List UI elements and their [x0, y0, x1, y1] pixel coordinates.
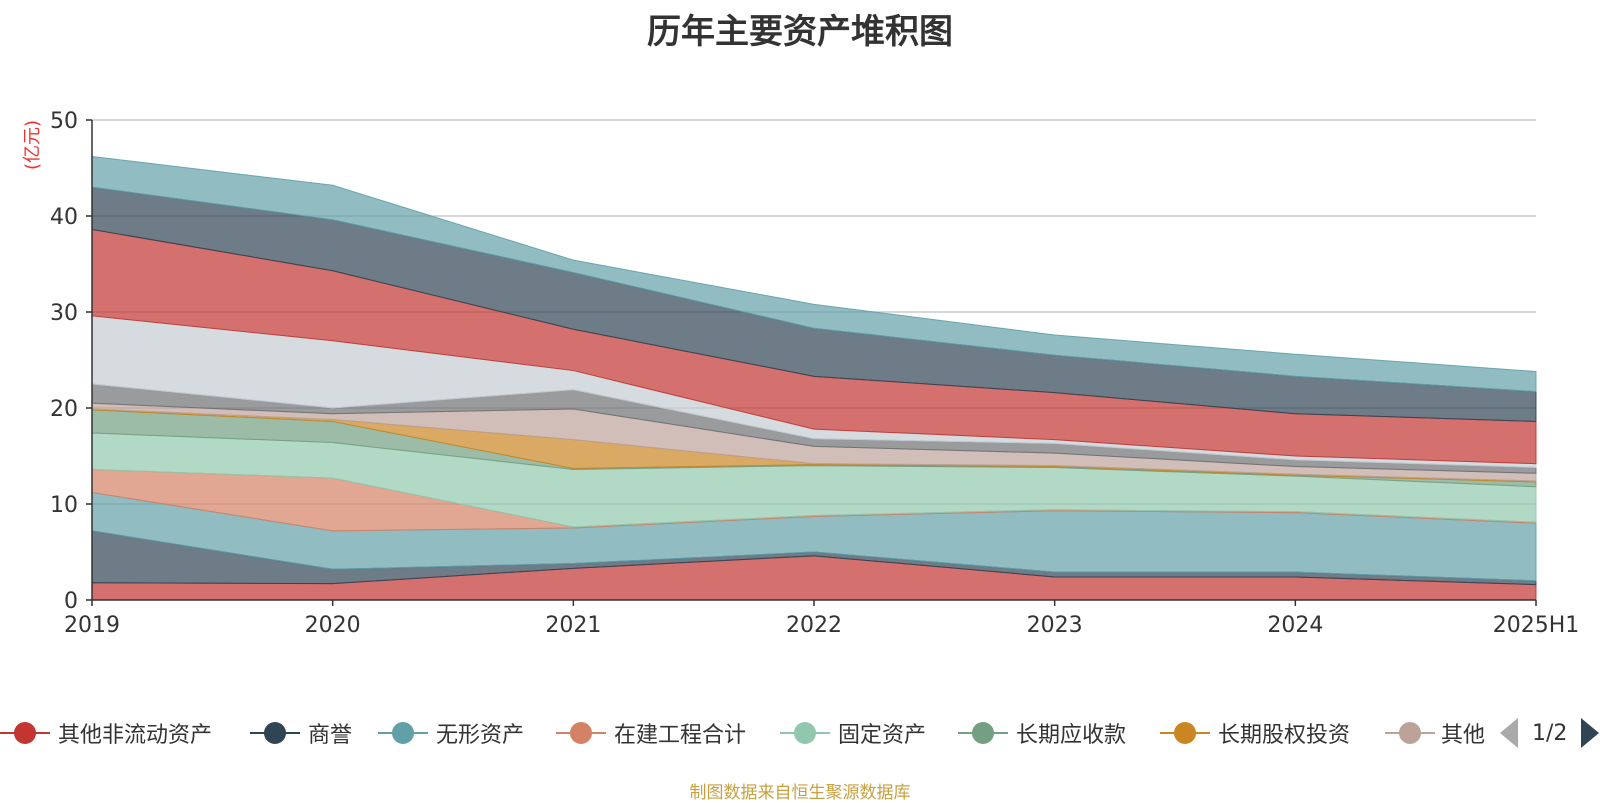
legend-label: 固定资产: [838, 723, 927, 748]
area-series-12: [91, 155, 1537, 393]
legend-page-indicator: 1/2: [1532, 720, 1568, 746]
y-tick-label: 10: [50, 493, 78, 518]
y-tick-label: 40: [50, 205, 78, 230]
legend-item[interactable]: 其他非流动资产: [0, 716, 212, 750]
x-tick-label: 2021: [545, 613, 601, 638]
stacked-area-chart: 0 10 20 30 40 50 2019 2020 2021 2022 2023 2024 2025H…: [22, 109, 1579, 638]
y-tick-label: 30: [50, 301, 78, 326]
x-tick-label: 2022: [786, 613, 842, 638]
legend-item[interactable]: 在建工程合计: [556, 716, 746, 750]
chart-title: 历年主要资产堆积图: [647, 12, 953, 52]
area-series: [91, 155, 1537, 601]
legend-item[interactable]: 其他: [1385, 716, 1485, 750]
legend-pager: 1/2: [1500, 716, 1600, 750]
legend-swatch-icon: [1160, 716, 1210, 750]
x-tick-label: 2024: [1267, 613, 1323, 638]
legend: 其他非流动资产 商誉 无形资产 在建工程合计 固定资产 长期应收款 长期股权投资 其他: [0, 716, 1600, 750]
legend-item[interactable]: 长期股权投资: [1160, 716, 1350, 750]
legend-swatch-icon: [378, 716, 428, 750]
legend-swatch-icon: [780, 716, 830, 750]
legend-swatch-icon: [0, 716, 50, 750]
y-tick-label: 50: [50, 109, 78, 134]
y-tick-label: 0: [64, 589, 78, 614]
x-tick-label: 2025H1: [1493, 613, 1580, 638]
legend-prev-page-icon[interactable]: [1500, 718, 1518, 748]
legend-label: 其他: [1440, 723, 1485, 748]
legend-label: 在建工程合计: [614, 723, 747, 748]
legend-swatch-icon: [1385, 716, 1435, 750]
legend-swatch-icon: [958, 716, 1008, 750]
legend-item[interactable]: 固定资产: [780, 716, 926, 750]
legend-item[interactable]: 无形资产: [378, 716, 524, 750]
legend-item[interactable]: 长期应收款: [958, 716, 1126, 750]
x-tick-label: 2020: [305, 613, 361, 638]
y-tick-label: 20: [50, 397, 78, 422]
legend-swatch-icon: [556, 716, 606, 750]
legend-label: 商誉: [308, 723, 353, 748]
legend-label: 长期股权投资: [1218, 723, 1351, 748]
axes: 0 10 20 30 40 50 2019 2020 2021 2022 2023 2024 2025H…: [50, 109, 1579, 638]
legend-next-page-icon[interactable]: [1581, 718, 1600, 748]
source-note: 制图数据来自恒生聚源数据库: [689, 783, 911, 803]
y-axis-unit-label: (亿元): [22, 120, 43, 170]
x-tick-label: 2019: [64, 613, 120, 638]
x-tick-label: 2023: [1027, 613, 1083, 638]
legend-swatch-icon: [250, 716, 300, 750]
legend-label: 其他非流动资产: [58, 723, 213, 748]
legend-item[interactable]: 商誉: [250, 716, 352, 750]
legend-label: 无形资产: [436, 723, 525, 748]
legend-label: 长期应收款: [1016, 723, 1127, 748]
